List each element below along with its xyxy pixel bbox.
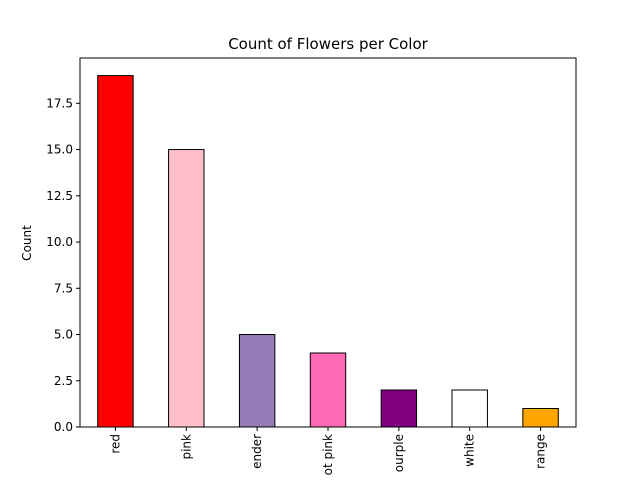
bar-hot-pink <box>309 352 347 428</box>
y-axis-label: Count <box>20 225 34 261</box>
y-tick-label: 15.0 <box>46 143 73 157</box>
x-axis-ticks: red pink ender ot pink ourple white range <box>108 427 548 475</box>
y-tick-label: 2.5 <box>54 374 73 388</box>
y-tick-label: 12.5 <box>46 189 73 203</box>
y-tick-label: 0.0 <box>54 420 73 434</box>
chart-title: Count of Flowers per Color <box>228 35 428 53</box>
bar-red <box>97 75 134 428</box>
y-tick-label: 17.5 <box>46 96 73 110</box>
bar-pink <box>168 149 205 428</box>
x-tick-label: range <box>534 434 548 469</box>
bar-purple <box>380 389 418 428</box>
bar-orange <box>522 408 559 428</box>
bar-lavender <box>238 334 276 428</box>
y-tick-label: 5.0 <box>54 328 73 342</box>
x-tick-label: pink <box>179 434 193 460</box>
x-tick-label: ender <box>250 434 264 469</box>
plot-frame <box>79 57 577 428</box>
x-tick-label: ot pink <box>321 434 335 475</box>
x-tick-label: red <box>108 434 122 454</box>
y-axis-ticks: 0.0 2.5 5.0 7.5 10.0 12.5 15.0 17.5 <box>46 96 80 434</box>
x-tick-label: white <box>463 434 477 467</box>
y-tick-label: 10.0 <box>46 235 73 249</box>
bars-group <box>97 75 559 428</box>
x-tick-label: ourple <box>392 434 406 472</box>
y-tick-label: 7.5 <box>54 281 73 295</box>
bar-white <box>451 389 488 428</box>
